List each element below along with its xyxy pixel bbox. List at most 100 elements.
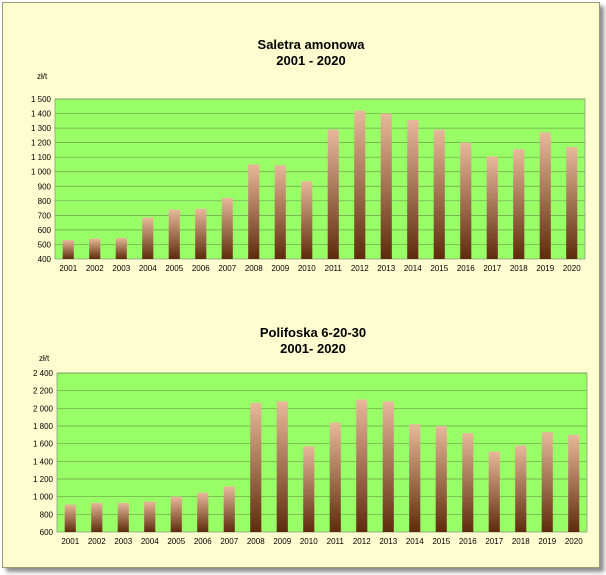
chart1-y-tick-label: 500: [38, 240, 52, 249]
chart2-x-tick-label: 2011: [327, 537, 345, 546]
chart2-bar-2017: [488, 451, 500, 532]
chart2-y-tick-label: 1 800: [33, 422, 54, 431]
charts-canvas: Saletra amonowa 2001 - 2020 zł/t 400 500 6…: [31, 37, 588, 546]
chart1-bar-2013: [380, 113, 392, 259]
chart1-bar-2009: [274, 165, 286, 259]
chart2-bar-2008: [250, 403, 262, 532]
chart2-y-tick-label: 1 600: [33, 440, 54, 449]
chart1-x-tick-label: 2003: [112, 264, 130, 273]
chart2-y-tick-label: 2 000: [33, 404, 54, 413]
chart1-bar-2004: [142, 217, 154, 259]
chart2-x-tick-label: 2017: [485, 537, 503, 546]
chart2-x-ticks: 2001 2002 2003 2004 2005 2006 2007 2008 2009 2010…: [61, 537, 583, 546]
chart1-bar-2003: [115, 237, 127, 259]
chart2-y-tick-label: 600: [40, 528, 54, 537]
chart1-x-tick-label: 2010: [298, 264, 316, 273]
chart2-x-tick-label: 2018: [512, 537, 530, 546]
chart2-bar-2004: [144, 501, 156, 532]
chart1-x-tick-label: 2004: [139, 264, 157, 273]
chart1-y-tick-label: 1 100: [31, 153, 52, 162]
chart2-y-tick-label: 800: [40, 510, 54, 519]
chart2-y-tick-label: 1 400: [33, 457, 54, 466]
chart2-x-tick-label: 2007: [220, 537, 238, 546]
chart2-title: Polifoska 6-20-30: [260, 325, 366, 340]
chart1-bars: [62, 110, 578, 259]
chart1-x-tick-label: 2016: [457, 264, 475, 273]
chart2-y-tick-label: 1 000: [33, 493, 54, 502]
chart1-x-tick-label: 2012: [351, 264, 369, 273]
chart2-y-ticks: 600 800 1 000 1 200 1 400 1 600 1 800 2 000 2 20…: [33, 369, 54, 537]
chart1-y-tick-label: 900: [38, 182, 52, 191]
chart2-x-tick-label: 2020: [565, 537, 583, 546]
chart1-x-tick-label: 2015: [430, 264, 448, 273]
chart1-x-tick-label: 2007: [218, 264, 236, 273]
chart1-bar-2011: [327, 129, 339, 259]
chart2-bar-2019: [541, 432, 553, 532]
chart2-subtitle: 2001- 2020: [280, 341, 346, 356]
chart1-bar-2006: [195, 208, 207, 259]
chart2-bar-2003: [117, 502, 129, 532]
chart2-x-tick-label: 2010: [300, 537, 318, 546]
chart2-bar-2018: [515, 445, 527, 532]
chart2-x-tick-label: 2019: [538, 537, 556, 546]
chart1-subtitle: 2001 - 2020: [276, 53, 345, 68]
chart2-bar-2012: [356, 399, 368, 532]
chart1-bar-2017: [486, 156, 498, 259]
chart1-x-tick-label: 2009: [271, 264, 289, 273]
chart2-bar-2011: [329, 422, 341, 532]
chart2-bar-2009: [276, 401, 288, 532]
chart-frame: Saletra amonowa 2001 - 2020 zł/t 400 500 6…: [2, 2, 600, 568]
chart1-x-tick-label: 2005: [165, 264, 183, 273]
chart1-bar-2016: [460, 142, 472, 259]
chart1-x-tick-label: 2002: [86, 264, 104, 273]
chart2-bar-2014: [409, 424, 421, 532]
chart1-bar-2005: [168, 209, 180, 259]
chart2-bar-2002: [91, 502, 103, 532]
chart1-x-tick-label: 2006: [192, 264, 210, 273]
chart2-x-tick-label: 2013: [379, 537, 397, 546]
chart1-bar-2008: [248, 164, 260, 259]
chart1-bar-2019: [539, 132, 551, 259]
chart2-bar-2001: [64, 504, 76, 532]
chart1-y-tick-label: 600: [38, 226, 52, 235]
chart1-ylabel: zł/t: [37, 72, 48, 81]
chart1-bar-2020: [566, 147, 578, 259]
chart1-bar-2007: [221, 197, 233, 259]
chart2-plot-area: [56, 372, 588, 533]
chart1-x-tick-label: 2017: [483, 264, 501, 273]
chart1-bar-2001: [62, 240, 74, 259]
chart2-x-tick-label: 2002: [88, 537, 106, 546]
chart2-bar-2015: [435, 426, 447, 532]
chart1-y-tick-label: 1 400: [31, 110, 52, 119]
chart2-bars: [64, 399, 580, 532]
chart2-bar-2006: [197, 492, 209, 532]
chart1-bar-2002: [89, 238, 101, 259]
chart2-x-tick-label: 2015: [432, 537, 450, 546]
chart1-x-tick-label: 2020: [563, 264, 581, 273]
chart1-x-ticks: 2001 2002 2003 2004 2005 2006 2007 2008 2009 2010…: [59, 264, 581, 273]
chart2-y-tick-label: 2 400: [33, 369, 54, 378]
chart1-x-tick-label: 2014: [404, 264, 422, 273]
chart1-x-tick-label: 2001: [59, 264, 77, 273]
chart1-bar-2015: [433, 129, 445, 259]
chart2-bar-2007: [223, 486, 235, 532]
chart1-x-tick-label: 2018: [510, 264, 528, 273]
chart1-y-tick-label: 1 000: [31, 168, 52, 177]
chart2-x-tick-label: 2009: [273, 537, 291, 546]
chart1-x-tick-label: 2011: [325, 264, 343, 273]
chart2-bar-2016: [462, 433, 474, 532]
chart1-y-tick-label: 700: [38, 211, 52, 220]
chart2-y-tick-label: 2 200: [33, 387, 54, 396]
chart2-x-tick-label: 2001: [61, 537, 79, 546]
chart2-x-tick-label: 2006: [194, 537, 212, 546]
chart2-bar-2020: [568, 434, 580, 532]
chart1-bar-2012: [354, 110, 366, 259]
chart2-ylabel: zł/t: [39, 354, 50, 363]
chart1-bar-2014: [407, 120, 419, 259]
chart1-bar-2010: [301, 181, 313, 259]
chart2-x-tick-label: 2014: [406, 537, 424, 546]
chart1-y-tick-label: 1 300: [31, 124, 52, 133]
chart2-x-tick-label: 2003: [114, 537, 132, 546]
chart1-title: Saletra amonowa: [258, 37, 366, 52]
chart1-x-tick-label: 2019: [536, 264, 554, 273]
